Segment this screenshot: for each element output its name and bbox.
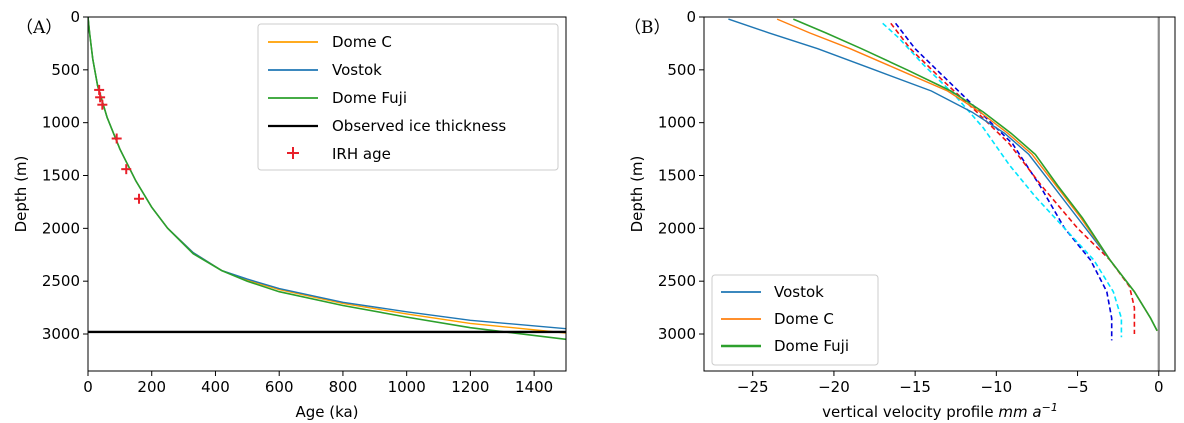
x-tick-label: −25 — [737, 378, 769, 396]
x-tick-label: −15 — [899, 378, 931, 396]
x-tick-label: 600 — [265, 378, 294, 396]
panel-a: （A） 0 200 400 600 800 1000 1200 1400 0 500 1000 15… — [12, 8, 567, 421]
legend-label-vostok: Vostok — [332, 61, 382, 79]
y-tick-label: 2000 — [42, 219, 80, 237]
panel-a-x-axis-label: Age (ka) — [295, 403, 358, 421]
legend-label-dome-c: Dome C — [332, 33, 392, 51]
dashed-profile-line-1 — [894, 22, 1113, 341]
y-tick-label: 1500 — [42, 167, 80, 185]
panel-b-legend: Vostok Dome C Dome Fuji — [711, 274, 879, 366]
panel-a-plot-area — [88, 17, 566, 341]
panel-b-x-axis-label: vertical velocity profile mm a−1 — [822, 401, 1058, 421]
panel-b-legend-box — [711, 274, 879, 366]
y-tick-label: 3000 — [42, 325, 80, 343]
panel-b-plot-area — [728, 17, 1160, 371]
x-tick-label: 0 — [83, 378, 93, 396]
dashed-profile-line-3 — [882, 22, 1123, 338]
series-line-dome-fuji-b — [792, 18, 1158, 332]
y-tick-label: 1500 — [658, 167, 696, 185]
panel-a-legend-box — [257, 23, 559, 171]
panel-a-legend: Dome C Vostok Dome Fuji Observed ice thi… — [257, 23, 559, 171]
series-line-dome-fuji-a — [88, 17, 566, 341]
x-tick-label: −20 — [818, 378, 850, 396]
y-tick-label: 0 — [686, 8, 696, 26]
y-tick-label: 2500 — [42, 272, 80, 290]
irh-age-marker — [95, 92, 106, 103]
x-tick-label: 800 — [329, 378, 358, 396]
panel-b-axes-frame — [703, 16, 1176, 372]
y-tick-label: 3000 — [658, 325, 696, 343]
panel-b-label: （B） — [624, 18, 671, 38]
dashed-profile-line-2 — [890, 22, 1136, 334]
y-tick-label: 2000 — [658, 219, 696, 237]
x-tick-label: 0 — [1154, 378, 1164, 396]
panel-b-y-axis-label: Depth (m) — [628, 156, 646, 233]
y-tick-label: 2500 — [658, 272, 696, 290]
panel-a-axes-frame — [87, 16, 567, 372]
y-tick-label: 1000 — [42, 114, 80, 132]
legend-swatch-irh-age — [287, 147, 299, 159]
legend-label-irh-age: IRH age — [332, 145, 391, 163]
legend-label-dome-c-b: Dome C — [774, 310, 834, 328]
x-tick-label: −10 — [981, 378, 1013, 396]
panel-a-y-ticks: 0 500 1000 1500 2000 2500 3000 — [42, 8, 88, 343]
y-tick-label: 0 — [70, 8, 80, 26]
irh-age-marker — [97, 99, 108, 110]
legend-label-observed-ice-thickness: Observed ice thickness — [332, 117, 506, 135]
panel-b: （B） −25 −20 −15 −10 −5 0 0 500 1000 1500 2000 2500… — [624, 8, 1176, 421]
x-tick-label: −5 — [1066, 378, 1088, 396]
y-tick-label: 1000 — [658, 114, 696, 132]
panel-a-label: （A） — [16, 18, 62, 38]
x-tick-label: 400 — [201, 378, 230, 396]
irh-age-marker — [121, 164, 132, 175]
legend-label-dome-fuji: Dome Fuji — [332, 89, 407, 107]
irh-age-marker — [133, 193, 144, 204]
panel-a-y-axis-label: Depth (m) — [12, 156, 30, 233]
panel-a-x-ticks: 0 200 400 600 800 1000 1200 1400 — [83, 371, 553, 396]
y-tick-label: 500 — [51, 61, 80, 79]
legend-label-dome-fuji-b: Dome Fuji — [774, 337, 849, 355]
x-tick-label: 1000 — [388, 378, 426, 396]
x-tick-label: 1400 — [515, 378, 553, 396]
panel-b-y-ticks: 0 500 1000 1500 2000 2500 3000 — [658, 8, 704, 343]
irh-age-marker — [111, 133, 122, 144]
panel-b-x-ticks: −25 −20 −15 −10 −5 0 — [737, 371, 1164, 396]
x-tick-label: 1200 — [451, 378, 489, 396]
x-tick-label: 200 — [137, 378, 166, 396]
legend-label-vostok-b: Vostok — [774, 283, 824, 301]
y-tick-label: 500 — [667, 61, 696, 79]
